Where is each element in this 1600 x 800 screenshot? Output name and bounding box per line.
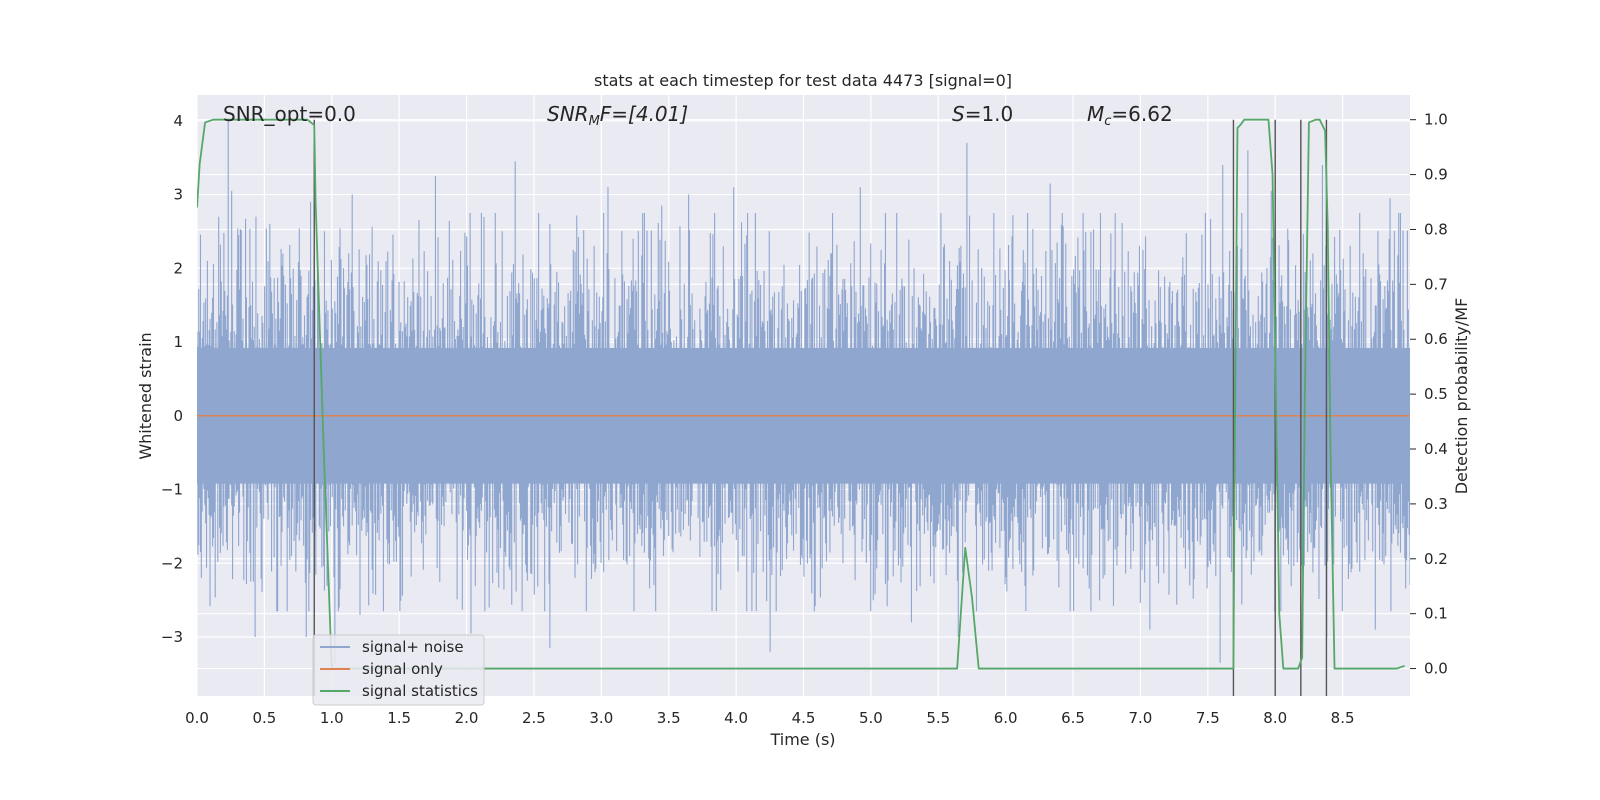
legend-box [312,634,485,706]
right-tick-label: 1.0 [1424,111,1448,129]
right-tick-label: 0.3 [1424,495,1448,513]
right-axis-ticks: 0.0 0.1 0.2 0.3 0.4 0.5 0.6 0.7 0.8 0.9 1.0 [1410,111,1448,678]
x-tick-label: 1.0 [320,709,344,727]
right-tick-label: 0.1 [1424,605,1448,623]
x-tick-label: 8.5 [1331,709,1355,727]
x-tick-label: 4.5 [792,709,816,727]
x-tick-label: 1.5 [387,709,411,727]
x-axis-label: Time (s) [769,730,835,749]
right-tick-label: 0.4 [1424,440,1448,458]
right-tick-label: 0.0 [1424,660,1448,678]
x-tick-label: 2.0 [455,709,479,727]
x-tick-label: 7.5 [1196,709,1220,727]
annotation-snr-mf: SNRMF=[4.01] [547,102,688,129]
annotation-snr-opt: SNR_opt=0.0 [223,102,356,126]
x-tick-label: 5.0 [859,709,883,727]
right-tick-label: 0.8 [1424,220,1448,238]
left-tick-label: 3 [173,186,183,204]
chart-title: stats at each timestep for test data 447… [594,71,1012,90]
x-tick-label: 3.0 [589,709,613,727]
legend: signal+ noise signal only signal statist… [312,634,485,706]
x-tick-label: 2.5 [522,709,546,727]
x-tick-label: 0.0 [185,709,209,727]
left-tick-label: 0 [173,407,183,425]
left-tick-label: 2 [173,259,183,277]
left-axis-label: Whitened strain [136,332,155,459]
left-tick-label: 4 [173,112,183,130]
legend-label-signal-statistics: signal statistics [362,682,478,700]
legend-label-signal-only: signal only [362,660,443,678]
left-tick-label: −1 [161,481,183,499]
right-tick-label: 0.6 [1424,330,1448,348]
right-tick-label: 0.7 [1424,275,1448,293]
left-axis-ticks: −3 −2 −1 0 1 2 3 4 [161,112,183,646]
series-layer [197,118,1410,696]
series-signal-statistics [197,118,1405,670]
left-tick-label: 1 [173,333,183,351]
x-tick-label: 8.0 [1263,709,1287,727]
x-axis-ticks: 0.0 0.5 1.0 1.5 2.0 2.5 3.0 3.5 4.0 4.5 5.0 5.5 6.0 6… [185,709,1354,727]
x-tick-label: 3.5 [657,709,681,727]
legend-label-signal-noise: signal+ noise [362,638,464,656]
x-tick-label: 5.5 [926,709,950,727]
x-tick-label: 0.5 [252,709,276,727]
x-tick-label: 6.0 [994,709,1018,727]
annotation-s: S=1.0 [952,102,1013,126]
left-tick-label: −3 [161,628,183,646]
x-tick-label: 4.0 [724,709,748,727]
right-tick-label: 0.9 [1424,166,1448,184]
right-tick-label: 0.5 [1424,385,1448,403]
annotation-mc: Mc=6.62 [1087,102,1173,129]
x-tick-label: 6.5 [1061,709,1085,727]
right-tick-label: 0.2 [1424,550,1448,568]
left-tick-label: −2 [161,554,183,572]
x-tick-label: 7.0 [1129,709,1153,727]
right-axis-label: Detection probability/MF [1452,298,1471,495]
